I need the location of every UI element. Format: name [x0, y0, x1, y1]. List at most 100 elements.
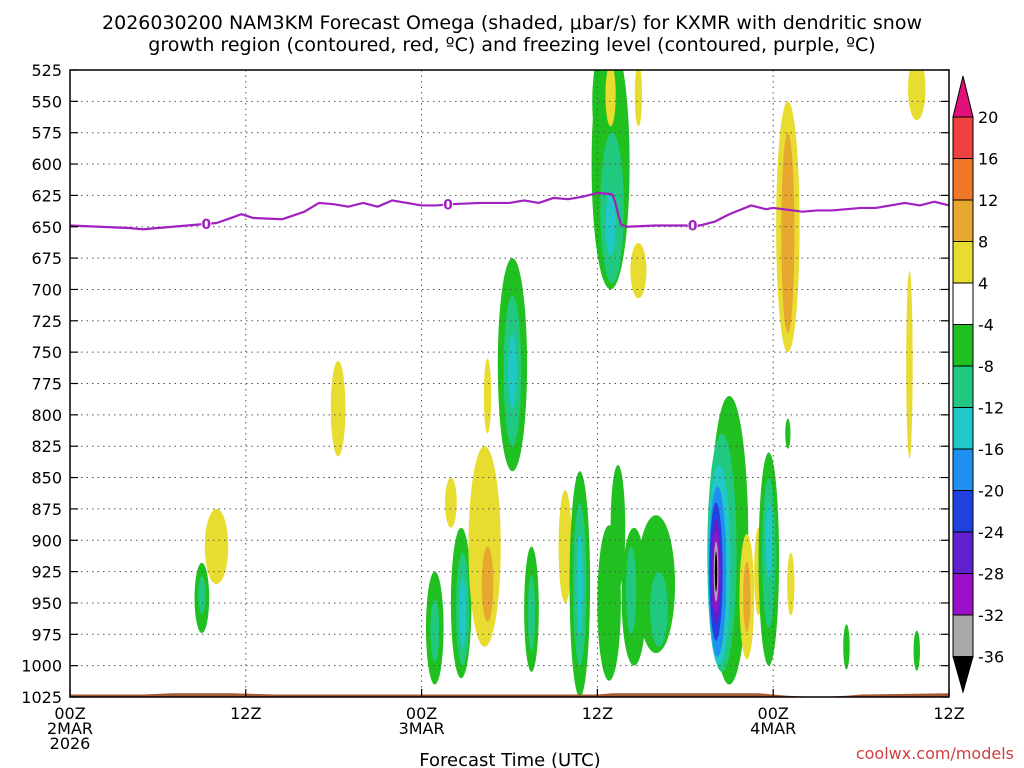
x-tick-label-12-0: 12Z: [230, 704, 261, 723]
credit-text: coolwx.com/models: [856, 744, 1014, 763]
grid-lines: [70, 70, 949, 697]
omega-cell-9: [459, 577, 466, 649]
y-tick-label-825: 825: [31, 437, 62, 456]
x-tick-label-36-0: 12Z: [582, 704, 613, 723]
omega-cell-12: [483, 358, 492, 434]
omega-cell-45: [743, 561, 751, 632]
y-tick-label-975: 975: [31, 625, 62, 644]
y-tick-label-950: 950: [31, 594, 62, 613]
y-tick-label-800: 800: [31, 406, 62, 425]
omega-cell-27: [634, 70, 643, 127]
x-tick-label-0-2: 2026: [50, 734, 91, 753]
freezing-label-bg-1: [442, 197, 453, 212]
colorbar-bin-8: [952, 407, 974, 450]
y-tick-label-525: 525: [31, 61, 62, 80]
omega-shading: [194, 70, 926, 697]
omega-cell-34: [650, 571, 668, 647]
y-tick-label-550: 550: [31, 92, 62, 111]
colorbar-bin-10: [952, 490, 974, 533]
colorbar-label-11: -28: [978, 565, 1004, 584]
colorbar-label-12: -32: [978, 606, 1004, 625]
y-tick-label-625: 625: [31, 186, 62, 205]
colorbar-label-13: -36: [978, 648, 1004, 667]
x-tick-label-60-0: 12Z: [933, 704, 964, 723]
x-tick-label-0-0: 00Z: [54, 704, 85, 723]
y-tick-label-725: 725: [31, 312, 62, 331]
omega-cell-30: [610, 465, 626, 591]
freezing-level-label-2: 0: [688, 218, 698, 234]
y-tick-label-875: 875: [31, 500, 62, 519]
colorbar-label-4: 4: [978, 274, 988, 293]
omega-cell-43: [714, 551, 718, 592]
y-tick-label-675: 675: [31, 249, 62, 268]
colorbar-bin-5: [952, 282, 974, 325]
terrain: [70, 693, 949, 697]
x-tick-label-48-1: 4MAR: [750, 719, 796, 738]
omega-cell-17: [527, 575, 536, 651]
y-tick-label-775: 775: [31, 375, 62, 394]
y-tick-label-750: 750: [31, 343, 62, 362]
colorbar-label-7: -12: [978, 399, 1004, 418]
title-line-2: growth region (contoured, red, ºC) and f…: [148, 34, 875, 56]
omega-cell-53: [787, 552, 795, 616]
colorbar-label-1: 16: [978, 150, 998, 169]
omega-cell-54: [843, 624, 850, 670]
omega-cell-55: [906, 270, 913, 459]
omega-cell-26: [605, 70, 616, 127]
y-axis-ticks: 525 550 575 600 625 650 675 700 725 750 775 800 825 8…: [21, 61, 949, 707]
omega-cell-2: [198, 576, 206, 615]
colorbar-bin-3: [952, 199, 974, 242]
omega-cell-51: [781, 132, 795, 334]
omega-cell-11: [481, 546, 494, 622]
freezing-label-bg-2: [687, 218, 698, 233]
omega-cell-57: [913, 630, 920, 671]
colorbar-bin-13: [952, 614, 974, 657]
freezing-label-bg-0: [201, 216, 212, 231]
omega-cell-10: [468, 446, 501, 647]
omega-cell-0: [204, 508, 229, 585]
x-tick-label-24-1: 3MAR: [399, 719, 445, 738]
omega-cell-28: [630, 243, 647, 299]
colorbar-bin-11: [952, 531, 974, 574]
omega-cell-56: [907, 70, 926, 121]
omega-cell-4: [445, 477, 457, 528]
colorbar-label-2: 12: [978, 191, 998, 210]
x-tick-label-24-0: 00Z: [406, 704, 437, 723]
freezing-level-label-1: 0: [443, 197, 453, 213]
colorbar-bottom-arrow: [952, 656, 974, 694]
freezing-level-contour: 0 0 0: [70, 191, 949, 234]
freezing-level-line: [70, 191, 949, 231]
omega-cell-52: [785, 418, 791, 449]
title-line-1: 2026030200 NAM3KM Forecast Omega (shaded…: [102, 12, 922, 34]
colorbar-bin-2: [952, 158, 974, 201]
colorbar-label-9: -20: [978, 482, 1004, 501]
y-tick-label-1025: 1025: [21, 688, 62, 707]
colorbar-label-10: -24: [978, 523, 1004, 542]
colorbar-top-arrow: [952, 75, 974, 118]
omega-cell-6: [430, 599, 440, 662]
colorbar-bin-6: [952, 324, 974, 367]
x-tick-label-0-1: 2MAR: [47, 719, 93, 738]
colorbar-label-0: 20: [978, 108, 998, 127]
x-tick-label-48-0: 00Z: [758, 704, 789, 723]
colorbar-bin-4: [952, 241, 974, 284]
colorbar-label-8: -16: [978, 440, 1004, 459]
colorbar-bin-1: [952, 116, 974, 159]
terrain-surface: [70, 693, 949, 697]
colorbar-label-6: -8: [978, 357, 994, 376]
y-tick-label-900: 900: [31, 531, 62, 550]
y-tick-label-600: 600: [31, 155, 62, 174]
chart-title: 2026030200 NAM3KM Forecast Omega (shaded…: [102, 12, 922, 56]
freezing-level-label-0: 0: [201, 217, 211, 233]
colorbar-label-5: -4: [978, 316, 994, 335]
y-tick-label-650: 650: [31, 218, 62, 237]
colorbar-bin-7: [952, 365, 974, 408]
omega-cell-18: [558, 490, 572, 603]
omega-cell-32: [625, 546, 637, 635]
y-tick-label-850: 850: [31, 469, 62, 488]
omega-cell-3: [330, 360, 346, 457]
omega-cell-15: [508, 333, 517, 409]
colorbar-bin-9: [952, 448, 974, 491]
